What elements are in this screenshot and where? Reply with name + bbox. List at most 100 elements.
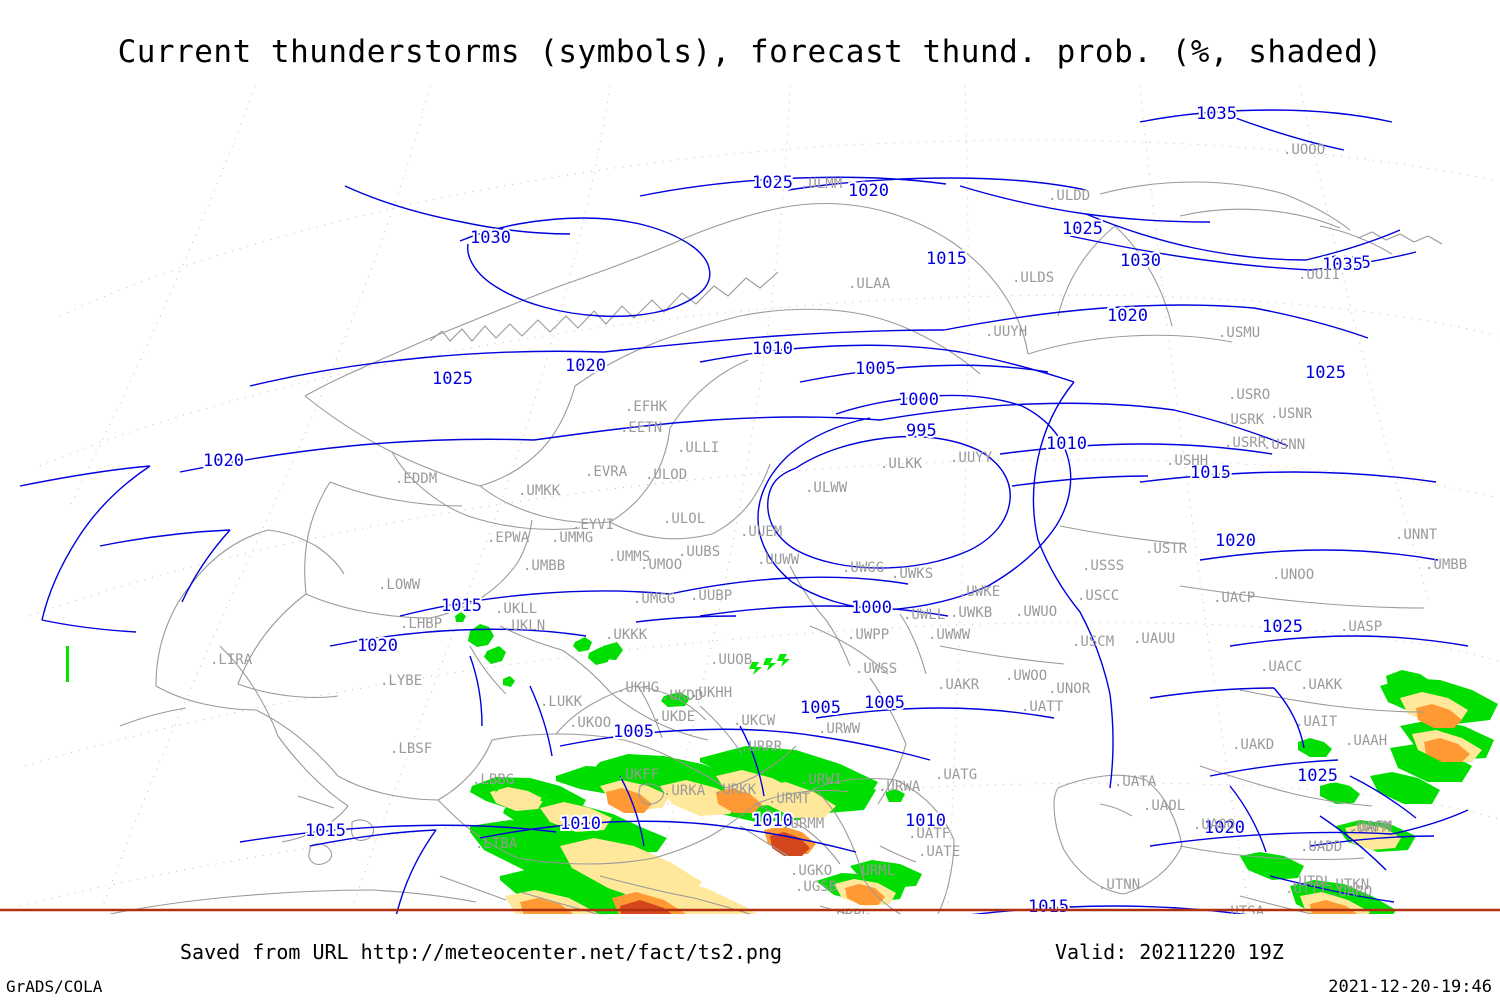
station-label: .UMMG [551,530,593,546]
isobar-label: 1025 [752,173,793,193]
station-label: .URMT [768,791,811,807]
isobar-label: 1030 [1120,251,1161,271]
station-label: .LBSF [390,741,432,757]
station-label: .UUYY [950,450,993,466]
station-label: .UTDL [1290,874,1332,890]
station-label: .UGSB [795,879,837,895]
station-label: .UASP [1340,619,1382,635]
station-label: .UTNN [1098,877,1140,893]
station-label: .URRR [740,739,783,755]
station-label: .UARO [1330,884,1372,900]
map-canvas[interactable]: 1035 1035 1035 1030 1030 1025 1025 1025 1025 1025… [0,86,1500,914]
station-label: .UWGG [842,560,884,576]
station-label: .LUKK [540,694,583,710]
station-label: .UUWW [757,552,800,568]
station-label: .UAKD [1232,737,1274,753]
station-label: .EVRA [585,464,628,480]
station-label: .ULDD [1048,188,1090,204]
station-label: .ULOL [663,511,705,527]
station-label: .ULMM [800,176,842,192]
isobar-label: 1015 [1190,463,1231,483]
isobar-label: 1010 [752,811,793,831]
station-label: .UAKK [1300,677,1343,693]
station-label: .UAIT [1295,714,1338,730]
station-label: .USTR [1145,541,1188,557]
page-title: Current thunderstorms (symbols), forecas… [117,34,1383,70]
station-label: .UWWW [928,627,971,643]
isobar-label: 1010 [1046,434,1087,454]
station-label: .UUBP [690,588,732,604]
station-label: .UMMS [608,549,650,565]
isobar-label: 1020 [565,356,606,376]
station-label: .UAFM [1350,819,1392,835]
station-label: .USRO [1228,387,1270,403]
isobar-label: 1020 [1204,818,1245,838]
station-label: .URKK [714,782,757,798]
station-label: .EDDM [395,471,437,487]
isobar-label: 1025 [432,369,473,389]
station-label: .LOWW [378,577,421,593]
station-label: .UUOB [710,652,752,668]
station-label: .UACC [1260,659,1302,675]
station-label: .LYBE [380,673,422,689]
station-label: .UWOO [1005,668,1047,684]
isobar-label: 1010 [752,339,793,359]
grads-credit: GrADS/COLA [6,977,103,996]
station-label: .ULAA [848,276,891,292]
isobar-label: 1020 [357,636,398,656]
isobar-label: 1015 [441,596,482,616]
station-label: .UWLL [903,607,945,623]
station-label: .LTBA [475,836,518,852]
station-label: .UKLL [495,601,537,617]
station-label: .UUBS [678,544,720,560]
station-label: .UKDD [661,688,703,704]
station-label: .UMBB [1425,557,1467,573]
station-label: .UMKK [518,483,561,499]
station-label: .UWKS [891,566,933,582]
station-label: .UATE [918,844,960,860]
station-label: .USMU [1218,325,1260,341]
station-label: .USNR [1270,406,1313,422]
station-label: .USCC [1077,588,1119,604]
station-label: .UWPP [847,627,889,643]
station-label: .USHH [1166,453,1208,469]
source-url-caption: Saved from URL http://meteocenter.net/fa… [180,940,783,964]
station-label: .UADD [1300,839,1342,855]
station-label: .LBBG [472,772,514,788]
station-label: .UNNT [1395,527,1438,543]
isobar-label: 1020 [1107,306,1148,326]
station-label: .UKCW [733,713,776,729]
station-label: .UAOO [1193,817,1235,833]
graticule [19,86,1499,914]
station-label: .UTTT [1285,881,1328,897]
station-label: .EPWA [487,530,530,546]
isobar-label: 1015 [926,249,967,269]
isobar-label: 1025 [1297,766,1338,786]
isobar-label: 1015 [305,821,346,841]
station-label: .URMM [782,816,824,832]
station-label: .UWSS [855,661,897,677]
station-labels: .ULMM .ULDD .UOOO .UOII .USMU .ULAA .ULDS .UUYH… [210,142,1467,914]
isobar-label: 995 [906,421,937,441]
station-label: .URWA [878,779,921,795]
isobar-label: 1030 [470,228,511,248]
isobar-label: 1005 [800,698,841,718]
station-label: .ULDS [1012,270,1054,286]
station-label: .UATT [1021,699,1064,715]
station-label: .UWKE [958,584,1000,600]
station-label: .UATG [935,767,977,783]
station-label: .UAAH [1345,733,1387,749]
station-label: .UTKN [1327,877,1369,893]
isobar-label: 1015 [1028,897,1069,914]
station-label: .UAOL [1143,798,1185,814]
station-label: .UAKR [937,677,980,693]
station-label: .UMBB [523,558,565,574]
station-label: .UMOO [640,557,682,573]
station-label: .UACP [1213,590,1255,606]
isobars [19,109,1469,914]
station-label: .USNN [1263,437,1305,453]
station-label: .EETN [620,420,662,436]
station-label: .URWW [818,721,861,737]
station-label: .UAFM [1348,820,1390,836]
station-label: .UAUU [1133,631,1175,647]
